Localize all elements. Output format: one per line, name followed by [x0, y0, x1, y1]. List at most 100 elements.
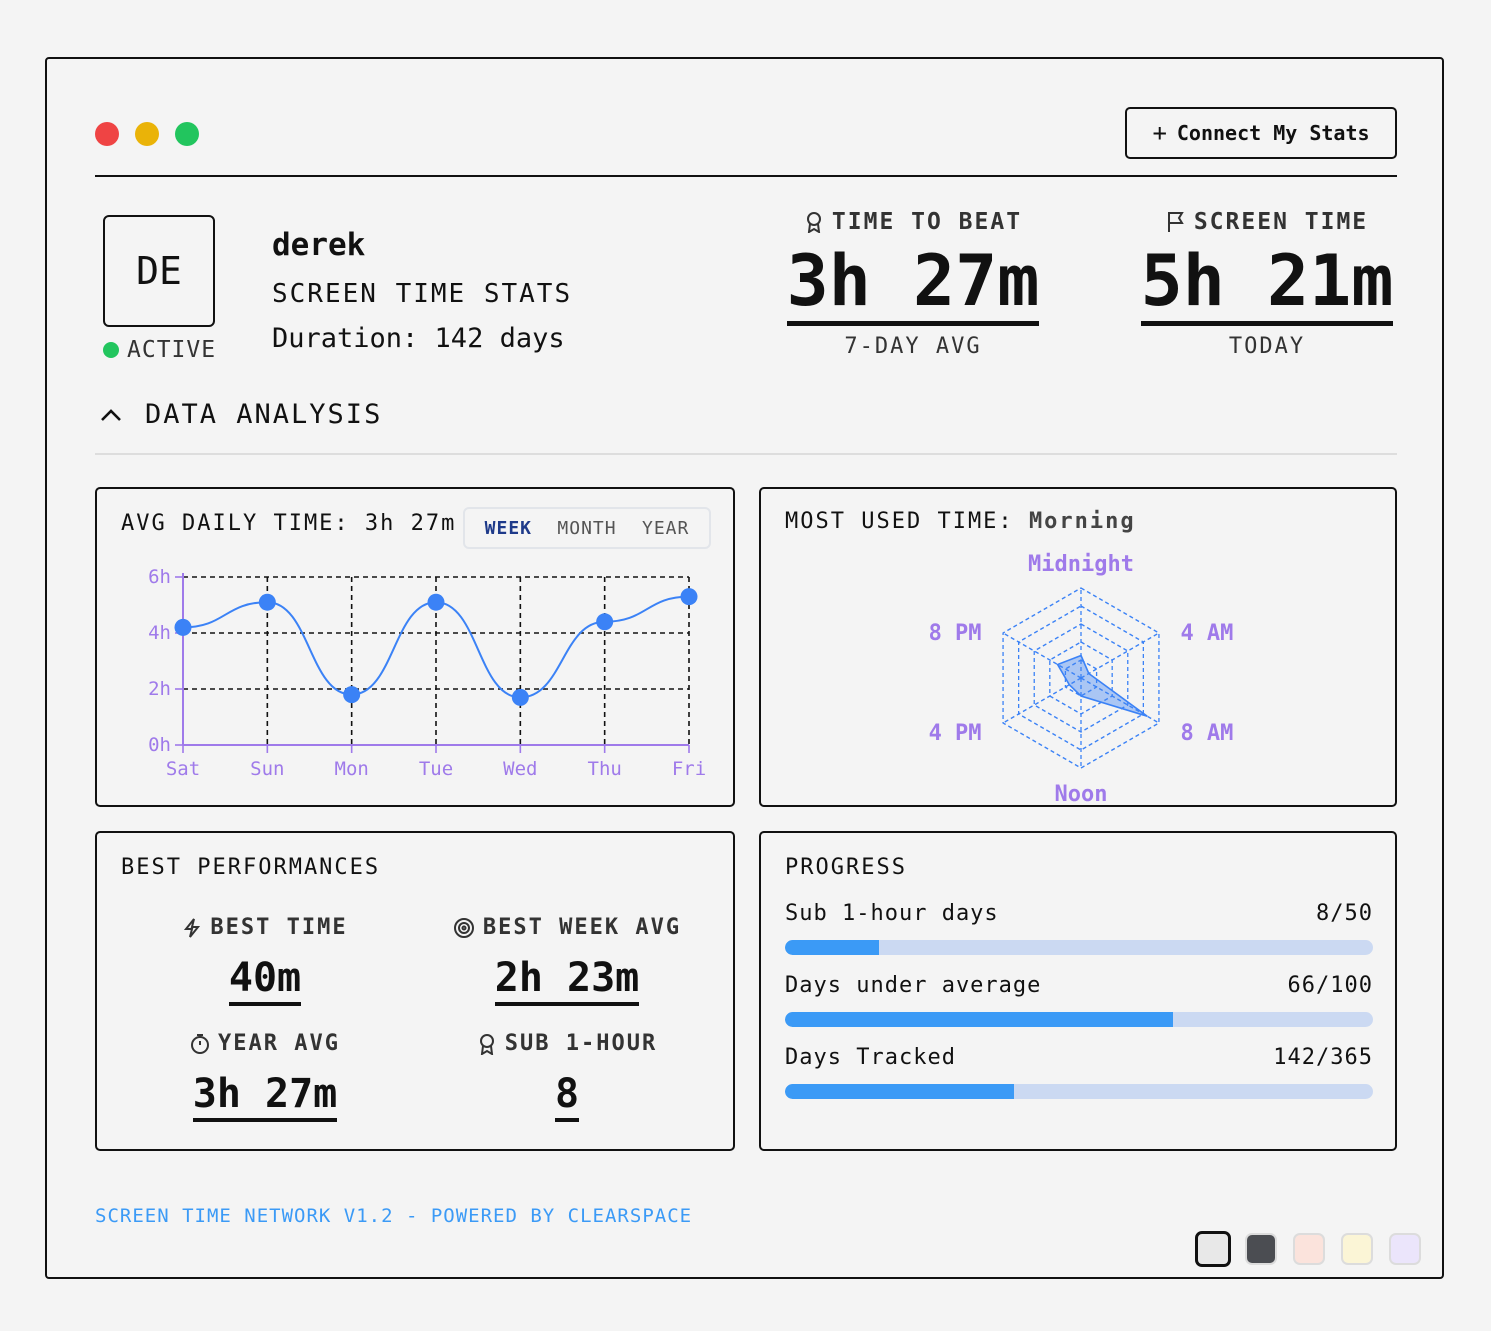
status-badge: ACTIVE: [103, 337, 216, 363]
best-title: BEST PERFORMANCES: [121, 855, 381, 880]
user-subtitle: SCREEN TIME STATS: [272, 279, 573, 309]
data-point: [680, 588, 698, 606]
most-used-time-card: MOST USED TIME: Morning Midnight 4 AM 8 AM…: [759, 487, 1397, 807]
avg-daily-time-card: AVG DAILY TIME: 3h 27m WEEK MONTH YEAR 0…: [95, 487, 735, 807]
year-avg-label: YEAR AVG: [218, 1031, 340, 1056]
year-avg-value: 3h 27m: [192, 1070, 338, 1122]
data-point: [258, 593, 276, 611]
x-tick-label: Tue: [419, 758, 453, 780]
header-divider: [95, 175, 1397, 177]
footer-text: SCREEN TIME NETWORK V1.2 - POWERED BY CL…: [95, 1205, 693, 1227]
data-point: [427, 593, 445, 611]
radar-axis-label: 8 PM: [929, 621, 982, 646]
close-window-dot[interactable]: [95, 122, 119, 146]
radar-value-shape: [1056, 654, 1148, 718]
theme-swatch-dark[interactable]: [1245, 1233, 1277, 1265]
stopwatch-icon: [191, 1033, 210, 1054]
y-tick-label: 6h: [148, 566, 171, 588]
progress-row-label: Days Tracked: [785, 1045, 956, 1070]
progress-row: Days under average 66/100: [785, 973, 1373, 1027]
progress-row: Days Tracked 142/365: [785, 1045, 1373, 1099]
radar-axis-label: 8 AM: [1180, 721, 1233, 746]
radar-grid-ring: [1033, 623, 1129, 733]
x-tick-label: Thu: [588, 758, 622, 780]
x-tick-label: Wed: [503, 758, 537, 780]
avatar-initials: DE: [136, 249, 182, 293]
most-used-title: MOST USED TIME: Morning: [785, 509, 1136, 534]
most-used-value: Morning: [1028, 509, 1136, 534]
tab-week[interactable]: WEEK: [484, 517, 533, 539]
radar-axis-label: 4 PM: [929, 721, 982, 746]
connect-my-stats-button[interactable]: + Connect My Stats: [1125, 107, 1397, 159]
best-performances-card: BEST PERFORMANCES BEST TIME 40m BEST WEE…: [95, 831, 735, 1151]
x-tick-label: Sat: [166, 758, 200, 780]
theme-swatch-lavender[interactable]: [1389, 1233, 1421, 1265]
progress-bar-track: [785, 1012, 1373, 1027]
period-tabs: WEEK MONTH YEAR: [463, 507, 711, 549]
data-point: [596, 613, 614, 631]
minimize-window-dot[interactable]: [135, 122, 159, 146]
award-icon: [479, 1033, 494, 1055]
status-dot-icon: [103, 342, 119, 358]
best-time-value: 40m: [228, 954, 302, 1006]
radar-axis-label: 4 AM: [1180, 621, 1233, 646]
series-line: [182, 595, 690, 699]
lightning-icon: [184, 917, 201, 938]
radar-spoke: [1002, 632, 1082, 679]
best-week-avg-value: 2h 23m: [494, 954, 640, 1006]
avg-daily-title: AVG DAILY TIME: 3h 27m: [121, 511, 457, 536]
progress-bar-fill: [785, 940, 880, 955]
award-icon: [806, 212, 821, 233]
progress-bar-fill: [785, 1084, 1014, 1099]
data-analysis-toggle[interactable]: DATA ANALYSIS: [99, 399, 382, 430]
radar-axis-label: Midnight: [1028, 552, 1134, 577]
theme-swatch-rose[interactable]: [1293, 1233, 1325, 1265]
best-time-stat: BEST TIME 40m: [125, 915, 405, 1006]
progress-bar-track: [785, 1084, 1373, 1099]
progress-card: PROGRESS Sub 1-hour days 8/50 Days under…: [759, 831, 1397, 1151]
y-tick-label: 0h: [148, 734, 171, 756]
avatar: DE: [103, 215, 215, 327]
screen-time-stat: SCREEN TIME 5h 21m TODAY: [1125, 209, 1409, 359]
data-point: [343, 686, 361, 704]
sub-1-hour-stat: SUB 1-HOUR 8: [427, 1031, 707, 1122]
time-to-beat-value: 3h 27m: [786, 241, 1040, 326]
section-divider: [95, 453, 1397, 455]
theme-swatch-cream[interactable]: [1341, 1233, 1373, 1265]
y-tick-label: 2h: [148, 678, 171, 700]
best-week-avg-stat: BEST WEEK AVG 2h 23m: [427, 915, 707, 1006]
x-tick-label: Sun: [250, 758, 284, 780]
maximize-window-dot[interactable]: [175, 122, 199, 146]
time-to-beat-sub: 7-DAY AVG: [844, 334, 982, 359]
user-duration: Duration: 142 days: [272, 323, 565, 354]
x-tick-label: Fri: [672, 758, 706, 780]
data-point: [174, 618, 192, 636]
most-used-radar-chart: Midnight 4 AM 8 AM Noon 4 PM 8 PM: [929, 552, 1234, 805]
app-window: + Connect My Stats DE ACTIVE derek SCREE…: [45, 57, 1444, 1279]
year-avg-stat: YEAR AVG 3h 27m: [125, 1031, 405, 1122]
status-text: ACTIVE: [127, 337, 217, 363]
user-name: derek: [272, 227, 366, 263]
target-icon: [453, 917, 474, 938]
best-time-label: BEST TIME: [210, 915, 348, 940]
radar-spoke: [1002, 677, 1082, 724]
tab-year[interactable]: YEAR: [642, 517, 690, 539]
data-point: [511, 688, 529, 706]
progress-bar-fill: [785, 1012, 1174, 1027]
tab-month[interactable]: MONTH: [557, 517, 617, 539]
radar-spoke: [1080, 632, 1160, 679]
progress-row-count: 8/50: [1316, 901, 1373, 926]
daily-time-line-chart: 0h 2h 4h 6h Sat Sun Mon Tue Wed Thu Fri: [148, 566, 706, 780]
time-to-beat-stat: TIME TO BEAT 3h 27m 7-DAY AVG: [763, 209, 1063, 359]
screen-time-sub: TODAY: [1228, 334, 1306, 359]
progress-row: Sub 1-hour days 8/50: [785, 901, 1373, 955]
flag-icon: [1167, 212, 1184, 232]
time-to-beat-label: TIME TO BEAT: [831, 209, 1023, 235]
progress-row-label: Sub 1-hour days: [785, 901, 999, 926]
theme-swatch-light[interactable]: [1195, 1231, 1231, 1267]
progress-row-count: 142/365: [1273, 1045, 1373, 1070]
connect-button-label: Connect My Stats: [1176, 121, 1370, 145]
screen-time-label: SCREEN TIME: [1193, 209, 1369, 235]
x-tick-label: Mon: [335, 758, 369, 780]
plus-icon: +: [1152, 119, 1167, 147]
